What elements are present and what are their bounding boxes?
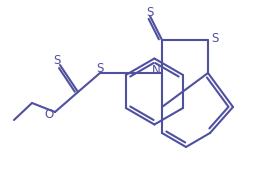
Text: S: S [211,31,219,45]
Text: S: S [53,55,61,67]
Text: S: S [146,6,154,20]
Text: O: O [44,107,54,121]
Text: S: S [96,62,104,74]
Text: N: N [152,64,160,78]
